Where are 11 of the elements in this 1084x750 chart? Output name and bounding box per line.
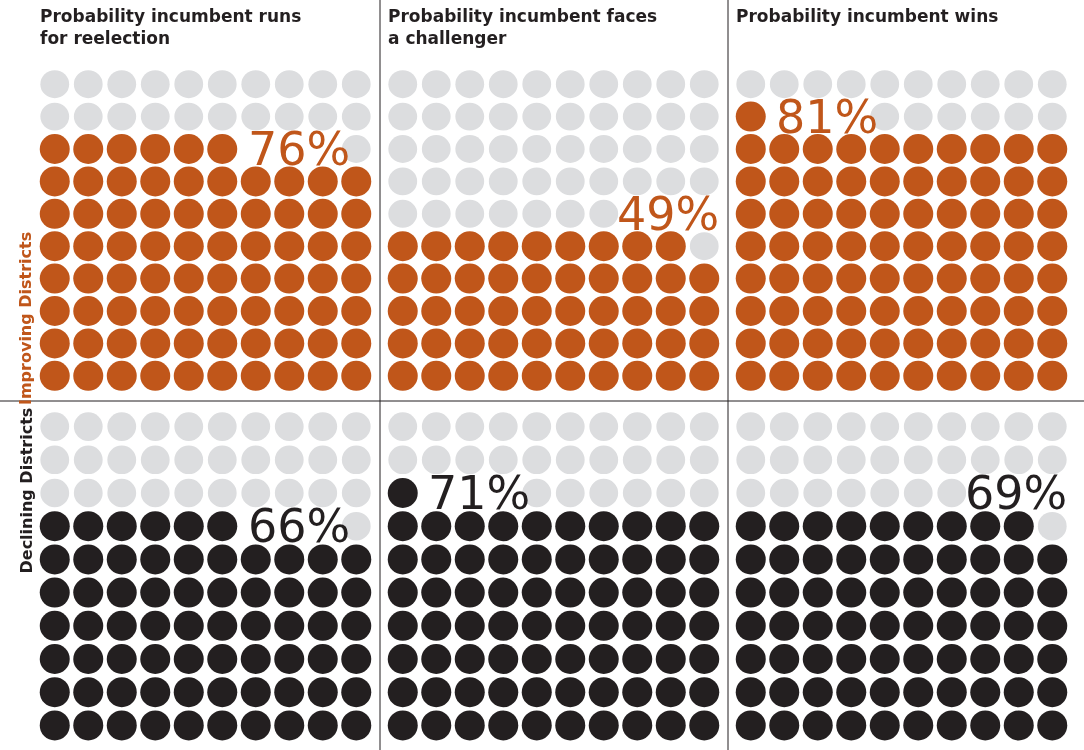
text: Declining Districts (16, 407, 36, 574)
data-label: 81% (776, 90, 879, 144)
data-label: 49% (617, 187, 720, 241)
text: Probability incumbent wins (736, 6, 999, 26)
data-label: 66% (248, 499, 351, 553)
data-label: 69% (965, 466, 1068, 520)
data-label: 71% (428, 466, 531, 520)
data-label: 76% (248, 122, 351, 176)
text: Improving Districts (16, 231, 35, 405)
text: Probability incumbent runs for reelection (40, 6, 302, 49)
text: Probability incumbent faces a challenger (388, 6, 658, 49)
